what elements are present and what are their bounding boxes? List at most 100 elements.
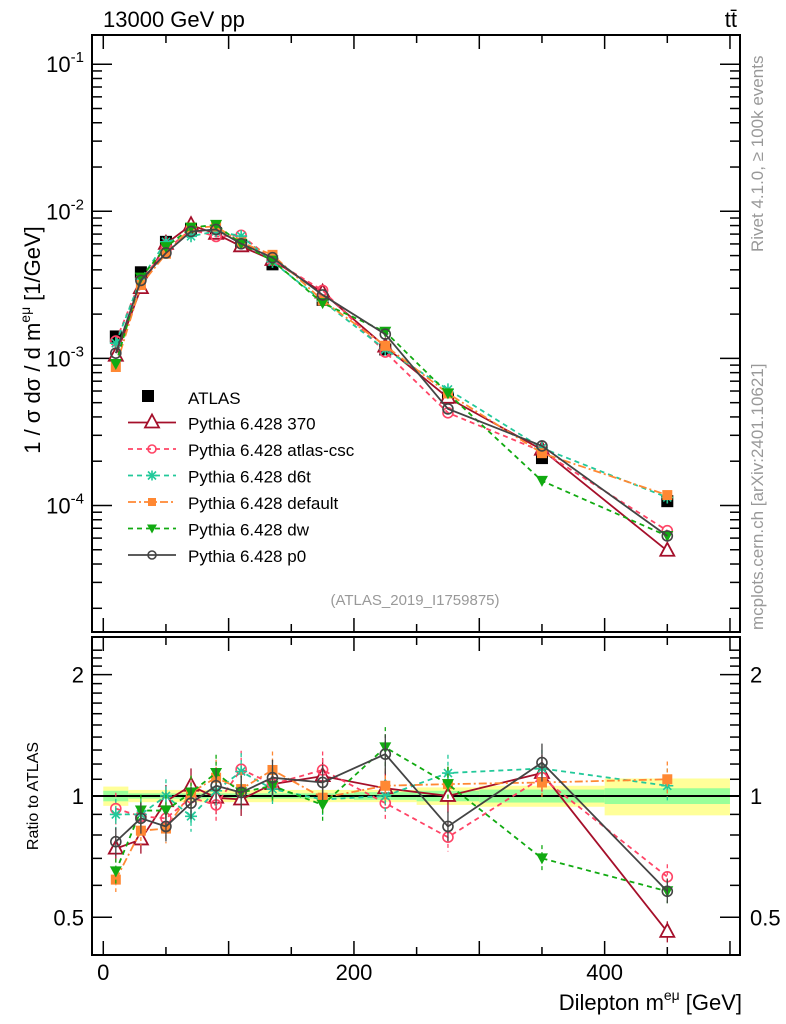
x-tick-label: 0: [97, 960, 109, 985]
triangle-marker: [658, 540, 676, 557]
series-line: [114, 225, 668, 496]
x-tick-label: 200: [336, 960, 373, 985]
circle-marker: [185, 225, 197, 238]
circle-marker: [235, 786, 247, 799]
energy-label: 13000 GeV pp: [103, 7, 245, 32]
ratio-line: [115, 753, 668, 892]
ratio-tick-label-right: 1: [750, 784, 762, 809]
asterisk-marker: [235, 230, 248, 243]
series-line: [114, 228, 668, 532]
x-axis-label-sup: eμ: [664, 987, 680, 1003]
asterisk-marker: [147, 470, 157, 481]
square-marker: [380, 780, 391, 791]
triangle-down-marker: [109, 358, 122, 370]
circle-marker: [135, 274, 147, 287]
triangle-down-marker: [210, 219, 223, 231]
square-marker: [536, 777, 547, 788]
y-tick-label: 10-2: [46, 196, 84, 224]
circle-marker: [160, 820, 172, 833]
asterisk-marker: [159, 235, 172, 248]
ratio-tick-label-right: 2: [750, 663, 762, 688]
square-marker: [267, 249, 278, 260]
circle-marker: [442, 403, 454, 415]
triangle-down-marker: [159, 805, 172, 817]
legend-label: Pythia 6.428 370: [188, 415, 316, 434]
circle-marker: [316, 289, 329, 301]
square-marker: [148, 498, 156, 506]
triangle-down-marker: [266, 255, 279, 267]
series-layer: [107, 215, 676, 943]
y-tick-label: 10-4: [46, 490, 84, 518]
square-marker: [536, 448, 547, 459]
legend: ATLAS Pythia 6.428 370 Pythia 6.428 atlas-…: [128, 389, 355, 566]
circle-marker: [147, 444, 157, 454]
circle-marker: [110, 835, 122, 848]
triangle-down-marker: [134, 272, 147, 284]
asterisk-marker: [109, 808, 122, 821]
y-tick-label: 10-1: [46, 49, 84, 77]
triangle-down-marker: [147, 524, 157, 534]
y-axis-label: 1 / σ dσ / d meμ [1/GeV]: [17, 226, 45, 454]
ratio-tick-label: 1: [72, 784, 84, 809]
legend-label: Pythia 6.428 atlas-csc: [188, 441, 355, 460]
circle-marker: [147, 550, 157, 560]
circle-marker: [235, 237, 247, 250]
circle-marker: [379, 328, 392, 341]
circle-marker: [266, 771, 279, 784]
series-line: [114, 230, 668, 499]
circle-marker: [135, 812, 147, 825]
circle-marker: [661, 885, 674, 898]
asterisk-marker: [535, 442, 548, 455]
axes: 0 200 400 10-1 10-2 10-3 10-4 0.5 0.5 1 1 2 2: [46, 34, 781, 985]
circle-marker: [316, 776, 329, 789]
square-marker: [662, 774, 673, 785]
ratio-axis-label: Ratio to ATLAS: [25, 742, 42, 850]
y-axis-label-sup: eμ: [17, 307, 33, 323]
main-frame: [91, 34, 741, 633]
legend-label: Pythia 6.428 d6t: [188, 468, 311, 487]
circle-marker: [379, 748, 392, 760]
mcplots-label: mcplots.cern.ch [arXiv:2401.10621]: [748, 364, 767, 630]
circle-marker: [185, 797, 197, 809]
y-axis-label-main: 1 / σ dσ / d m: [20, 323, 45, 454]
series-370: [107, 215, 676, 943]
circle-marker: [442, 820, 454, 833]
series-line: [114, 228, 668, 537]
triangle-down-marker: [535, 853, 548, 865]
process-label: tt̄: [725, 7, 737, 32]
series-line: [114, 223, 668, 537]
x-axis-label-unit: [GeV]: [686, 990, 742, 1015]
ratio-tick-label-right: 0.5: [750, 905, 781, 930]
legend-atlas-marker: [142, 390, 154, 402]
ratio-line: [114, 746, 668, 893]
circle-marker: [266, 251, 279, 264]
legend-label: Pythia 6.428 dw: [188, 521, 310, 540]
asterisk-marker: [379, 789, 392, 802]
square-marker: [380, 340, 391, 351]
y-axis-label-unit: [1/GeV]: [20, 226, 45, 301]
triangle-down-marker: [185, 222, 198, 234]
asterisk-marker: [109, 337, 122, 350]
analysis-label: (ATLAS_2019_I1759875): [330, 592, 499, 609]
circle-marker: [536, 440, 548, 452]
triangle-marker: [143, 412, 161, 429]
ratio-line: [115, 768, 668, 878]
circle-marker: [536, 756, 548, 769]
ratio-tick-label: 2: [72, 663, 84, 688]
x-tick-label: 400: [586, 960, 623, 985]
ratio-tick-label: 0.5: [53, 905, 84, 930]
triangle-down-marker: [109, 866, 122, 878]
circle-marker: [210, 779, 222, 792]
circle-marker: [110, 347, 122, 359]
x-axis-label: Dilepton meμ [GeV]: [559, 987, 742, 1015]
triangle-down-marker: [441, 388, 454, 400]
square-marker: [662, 490, 673, 501]
triangle-down-marker: [316, 799, 329, 811]
triangle-down-marker: [535, 475, 548, 487]
legend-label: Pythia 6.428 default: [188, 494, 339, 513]
rivet-label: Rivet 4.1.0, ≥ 100k events: [748, 56, 767, 252]
circle-marker: [661, 530, 674, 542]
asterisk-marker: [235, 765, 248, 778]
circle-marker: [210, 223, 222, 236]
circle-marker: [160, 247, 172, 259]
